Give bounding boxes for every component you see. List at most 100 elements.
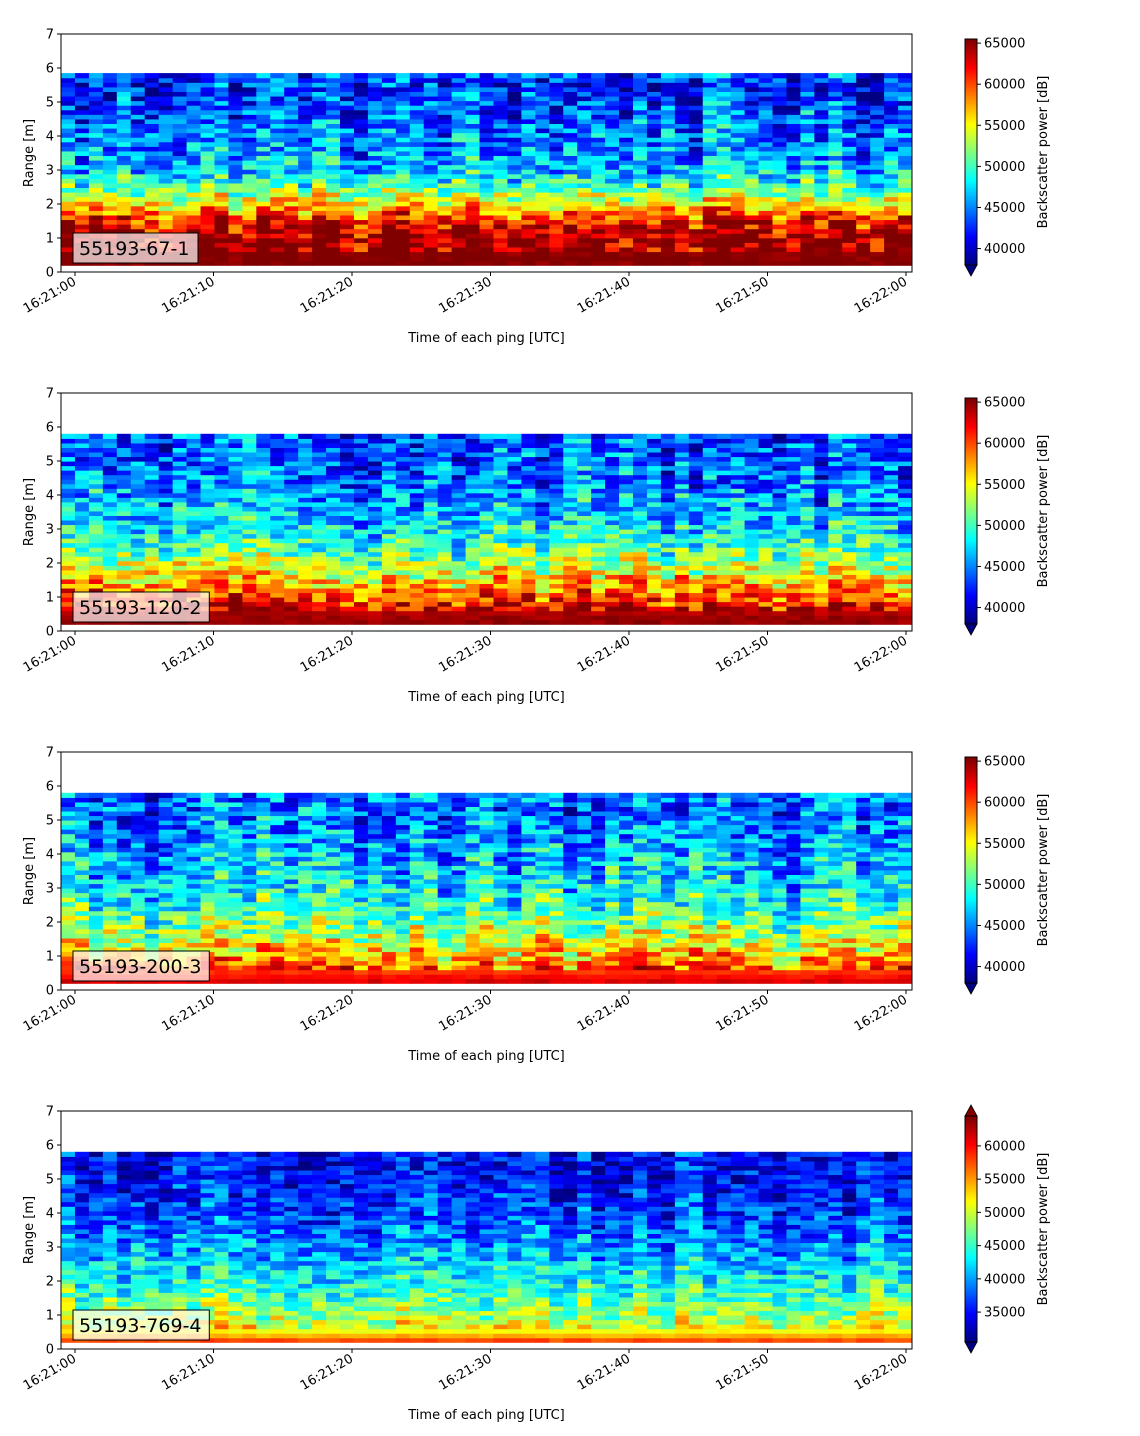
heatmap-cell [353,551,369,557]
heatmap-cell [74,510,90,516]
heatmap-cell [521,470,536,476]
heatmap-cell [340,597,355,603]
heatmap-cell [660,601,676,607]
heatmap-cell [758,574,774,580]
heatmap-cell [186,160,202,166]
heatmap-cell [535,506,550,512]
heatmap-cell [521,501,536,507]
heatmap-cell [409,556,425,562]
heatmap-cell [507,205,522,211]
heatmap-cell [856,160,871,166]
heatmap-cell [535,519,550,526]
heatmap-cell [214,82,230,88]
heatmap-cell [800,260,815,266]
heatmap-cell [116,479,132,485]
heatmap-cell [228,201,243,207]
heatmap-cell [200,77,216,83]
heatmap-cell [660,237,676,243]
heatmap-cell [521,127,536,134]
heatmap-cell [619,224,634,230]
heatmap-cell [353,141,369,147]
heatmap-cell [786,73,801,79]
heatmap-cell [367,510,383,516]
heatmap-cell [423,547,439,553]
heatmap-cell [605,105,620,111]
heatmap-cell [507,488,522,494]
heatmap-cell [340,219,355,225]
heatmap-cell [451,219,467,225]
heatmap-cell [563,515,578,521]
heatmap-cell [228,109,243,115]
heatmap-cell [814,127,829,134]
heatmap-cell [828,224,843,230]
heatmap-cell [451,492,467,498]
heatmap-cell [479,524,495,530]
heatmap-cell [130,86,146,92]
colorbar-swatch [965,219,977,223]
heatmap-cell [270,551,285,557]
heatmap-cell [284,601,299,607]
heatmap-cell [61,578,76,584]
heatmap-cell [367,619,383,625]
heatmap-cell [144,86,160,92]
heatmap-cell [549,551,564,557]
heatmap-cell [423,182,439,189]
heatmap-cell [814,141,829,147]
heatmap-cell [395,574,411,580]
heatmap-cell [312,123,327,129]
heatmap-cell [61,451,76,458]
heatmap-cell [312,474,327,480]
heatmap-cell [730,73,746,79]
heatmap-cell [814,155,829,161]
heatmap-cell [605,470,620,476]
heatmap-cell [298,127,313,134]
heatmap-cell [102,524,118,530]
heatmap-cell [632,173,648,179]
heatmap-cell [646,114,662,120]
heatmap-cell [898,82,912,88]
heatmap-cell [437,597,453,603]
heatmap-cell [758,560,774,566]
heatmap-cell [298,210,313,216]
heatmap-cell [256,465,271,471]
heatmap-cell [395,219,411,225]
heatmap-cell [688,91,704,97]
heatmap-cell [786,501,801,507]
heatmap-cell [409,560,425,566]
heatmap-cell [158,556,174,562]
heatmap-cell [674,569,690,575]
colorbar-swatch [965,227,977,230]
heatmap-cell [646,578,662,584]
heatmap-cell [228,141,243,147]
heatmap-cell [688,114,704,120]
colorbar-swatch [965,206,977,210]
heatmap-cell [619,547,634,553]
heatmap-cell [228,160,243,166]
heatmap-cell [674,556,690,562]
heatmap-cell [242,150,257,157]
heatmap-cell [88,114,104,120]
heatmap-cell [577,160,592,166]
heatmap-cell [688,606,704,612]
heatmap-cell [270,592,285,598]
heatmap-cell [730,155,746,161]
heatmap-cell [284,560,299,566]
heatmap-cell [256,556,271,562]
heatmap-cell [102,501,118,507]
heatmap-cell [172,118,188,125]
heatmap-cell [381,542,397,548]
heatmap-cell [437,137,453,143]
heatmap-cell [786,164,801,170]
heatmap-cell [605,538,620,544]
heatmap-cell [814,82,829,88]
heatmap-cell [898,601,912,607]
heatmap-cell [340,533,355,539]
heatmap-cell [367,86,383,92]
heatmap-cell [214,169,230,175]
heatmap-cell [828,456,843,462]
heatmap-cell [270,456,285,462]
heatmap-cell [716,565,732,571]
heatmap-cell [646,77,662,83]
heatmap-cell [340,583,355,589]
heatmap-cell [842,538,857,544]
